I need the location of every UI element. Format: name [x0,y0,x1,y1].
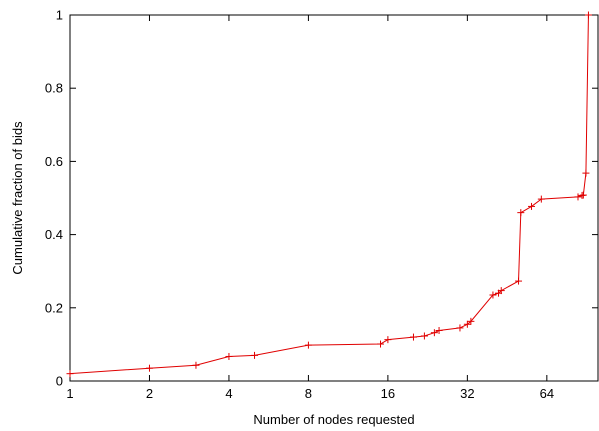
y-tick-label: 0.6 [45,154,63,169]
data-point [584,11,592,19]
x-tick-label: 32 [460,386,474,401]
data-point [515,277,523,285]
data-point [497,287,505,295]
data-point [192,361,200,369]
x-tick-label: 8 [305,386,312,401]
x-tick-label: 2 [146,386,153,401]
data-point [304,341,312,349]
data-point [456,324,464,332]
series-line [69,14,589,375]
data-point [489,291,497,299]
data-point [463,320,471,328]
y-axis: 0 0.2 0.4 0.6 0.8 1 [45,8,598,389]
data-point [384,336,392,344]
y-tick-label: 1 [56,8,63,23]
data-point [251,351,259,359]
data-point [145,364,153,372]
y-axis-title: Cumulative fraction of bids [10,121,25,275]
x-tick-label: 4 [225,386,232,401]
y-tick-label: 0.2 [45,300,63,315]
y-tick-label: 0.4 [45,227,63,242]
data-point [537,195,545,203]
x-tick-label: 64 [540,386,554,401]
data-point [409,333,417,341]
data-point [579,191,587,199]
data-point [528,202,536,210]
data-point [435,326,443,334]
x-axis: 1 2 4 8 16 32 64 [66,15,554,401]
x-tick-label: 1 [66,386,73,401]
plot-frame [69,14,599,382]
data-point [467,317,475,325]
data-point [582,169,590,177]
x-tick-label: 16 [381,386,395,401]
y-tick-label: 0 [56,374,63,389]
data-point [574,193,582,201]
data-point [517,209,525,217]
data-point [430,329,438,337]
data-point [376,340,384,348]
data-point [420,332,428,340]
data-point [225,352,233,360]
series-layer [66,11,592,378]
y-tick-label: 0.8 [45,81,63,96]
data-point [66,370,74,378]
x-axis-title: Number of nodes requested [253,412,414,427]
